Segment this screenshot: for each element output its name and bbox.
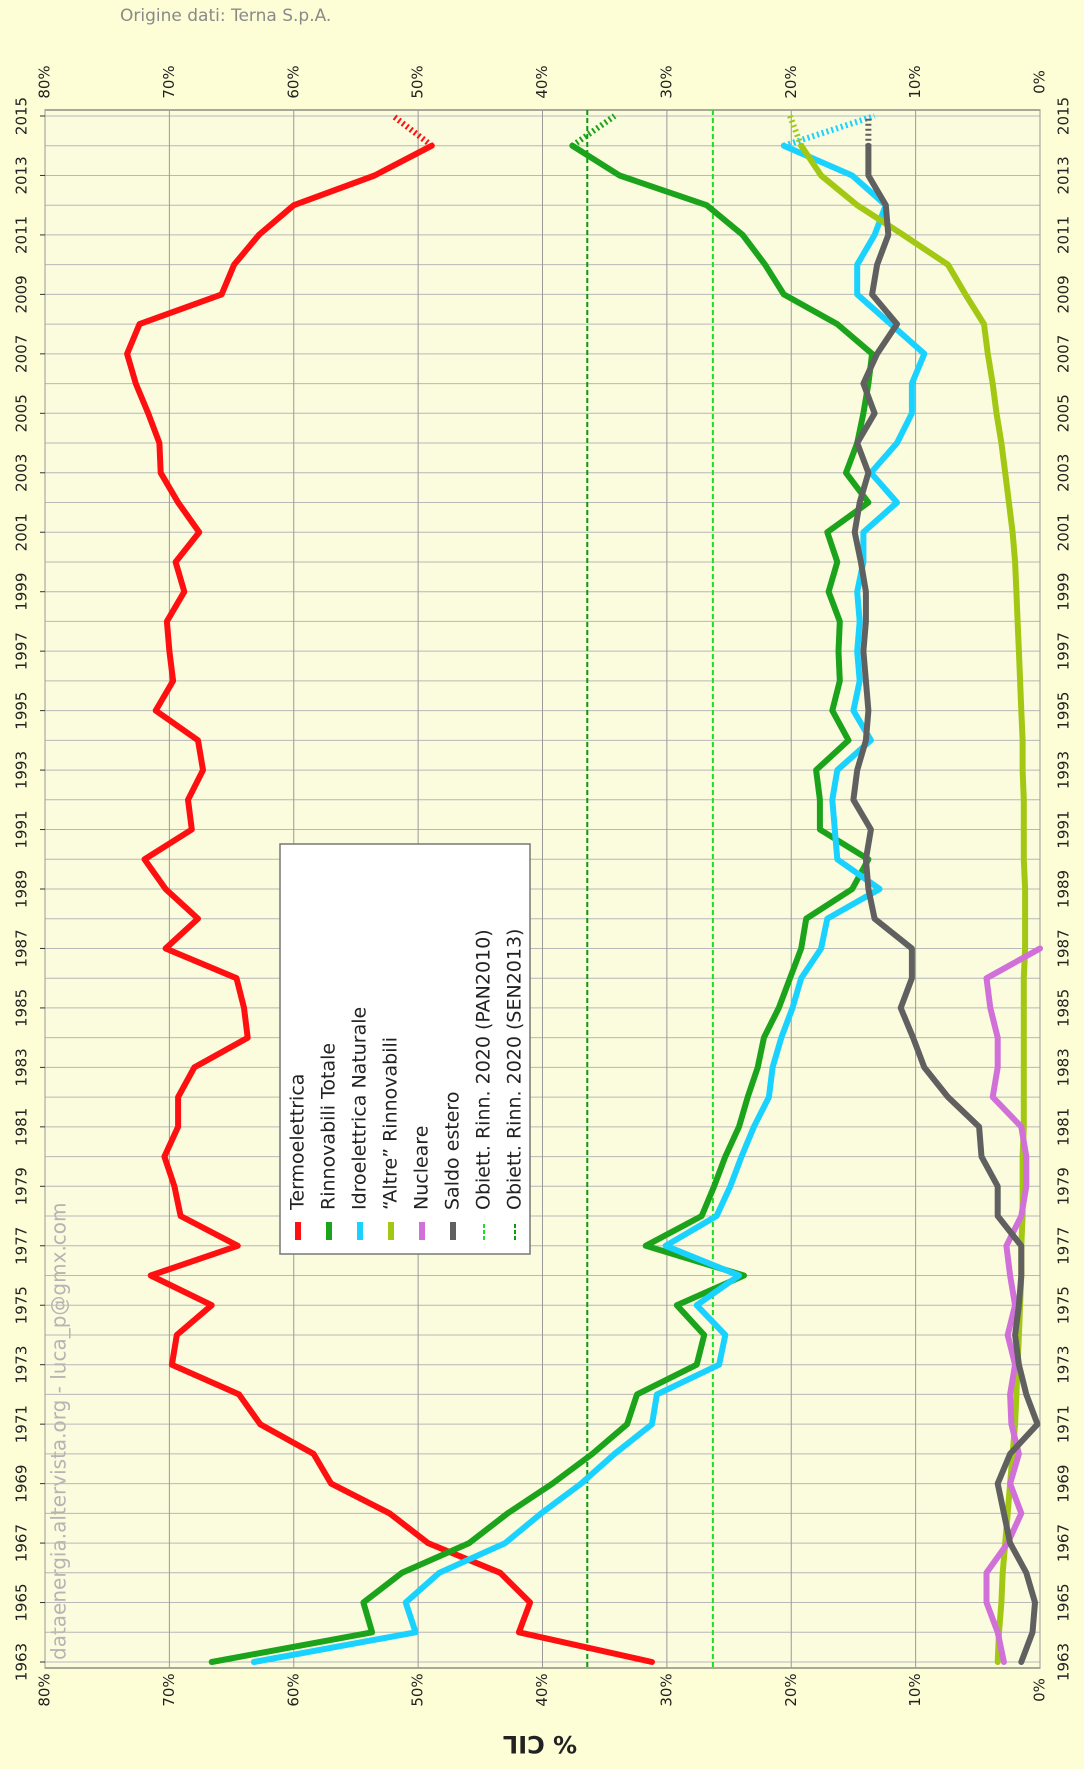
x-tick-label: 1973 (1055, 1346, 1073, 1384)
x-tick-label: 2001 (1055, 513, 1073, 551)
y-tick-label: 40% (533, 1673, 551, 1706)
y-tick-label: 60% (284, 65, 302, 98)
legend-text: Rinnovabili Totale (318, 1043, 340, 1210)
y-tick-label: 50% (409, 1673, 427, 1706)
x-tick-label: 1973 (13, 1346, 31, 1384)
y-tick-label: 60% (284, 1673, 302, 1706)
y-tick-label: 70% (160, 65, 178, 98)
y-axis-label: % CIL (503, 1730, 577, 1758)
series-line-estimate (570, 113, 617, 149)
y-tick-label: 20% (782, 65, 800, 98)
x-tick-label: 1979 (13, 1167, 31, 1205)
y-tick-label: 70% (160, 1673, 178, 1706)
y-tick-label: 20% (782, 1673, 800, 1706)
x-tick-label: 2015 (13, 97, 31, 135)
x-tick-label: 1971 (13, 1405, 31, 1443)
x-tick-label: 2003 (13, 454, 31, 492)
x-tick-label: 2005 (1055, 394, 1073, 432)
x-tick-label: 1997 (13, 632, 31, 670)
legend-text: Saldo estero (442, 1092, 464, 1210)
x-tick-label: 1975 (13, 1286, 31, 1324)
watermark: dataenergia.altervista.org - luca_p@gmx.… (47, 1202, 71, 1660)
x-tick-label: 2005 (13, 394, 31, 432)
x-tick-label: 1999 (13, 573, 31, 611)
x-tick-label: 1981 (13, 1108, 31, 1146)
x-tick-label: 1989 (1055, 870, 1073, 908)
x-tick-label: 1967 (1055, 1524, 1073, 1562)
x-tick-label: 2011 (1055, 216, 1073, 254)
y-tick-label: 80% (36, 1673, 54, 1706)
x-tick-label: 1979 (1055, 1167, 1073, 1205)
x-tick-label: 1965 (1055, 1583, 1073, 1621)
x-tick-label: 1997 (1055, 632, 1073, 670)
legend-text: Idroelettrica Naturale (349, 1007, 371, 1210)
x-tick-label: 2007 (1055, 335, 1073, 373)
x-tick-label: 2003 (1055, 454, 1073, 492)
x-tick-label: 1985 (13, 989, 31, 1027)
x-tick-label: 1999 (1055, 573, 1073, 611)
x-tick-label: 1993 (13, 751, 31, 789)
y-tick-label: 10% (906, 1673, 924, 1706)
x-tick-label: 2013 (1055, 156, 1073, 194)
series-line (850, 142, 1041, 1665)
y-tick-label: 80% (36, 65, 54, 98)
x-tick-label: 1995 (1055, 692, 1073, 730)
x-tick-label: 1967 (13, 1524, 31, 1562)
series-line-estimate (787, 114, 805, 147)
y-tick-label: 0% (1031, 1678, 1049, 1702)
x-tick-label: 1987 (13, 929, 31, 967)
x-tick-label: 2013 (13, 156, 31, 194)
y-tick-label: 30% (657, 1673, 675, 1706)
series-line (798, 142, 1029, 1665)
x-tick-label: 1983 (1055, 1048, 1073, 1086)
x-tick-label: 1985 (1055, 989, 1073, 1027)
series-line (124, 142, 655, 1665)
x-tick-label: 1977 (13, 1227, 31, 1265)
x-tick-label: 1969 (1055, 1465, 1073, 1503)
lines (124, 110, 1043, 1668)
x-tick-label: 1993 (1055, 751, 1073, 789)
x-tick-label: 1971 (1055, 1405, 1073, 1443)
source-note: Origine dati: Terna S.p.A. (120, 6, 331, 26)
legend-text: Nucleare (411, 1126, 433, 1210)
x-tick-label: 2009 (1055, 275, 1073, 313)
x-tick-label: 1963 (13, 1643, 31, 1681)
x-tick-label: 1981 (1055, 1108, 1073, 1146)
y-tick-label: 10% (906, 65, 924, 98)
y-tick-label: 40% (533, 65, 551, 98)
y-tick-label: 50% (409, 65, 427, 98)
x-tick-label: 1977 (1055, 1227, 1073, 1265)
x-tick-label: 1963 (1055, 1643, 1073, 1681)
x-tick-label: 2015 (1055, 97, 1073, 135)
x-tick-label: 1969 (13, 1465, 31, 1503)
legend-text: Termoelettrica (287, 1074, 309, 1211)
x-tick-label: 1991 (1055, 810, 1073, 848)
legend-text: Obiett. Rinn. 2020 (PAN2010) (473, 929, 495, 1210)
x-tick-label: 2007 (13, 335, 31, 373)
legend-box (279, 843, 531, 1255)
x-tick-label: 1975 (1055, 1286, 1073, 1324)
x-tick-label: 1987 (1055, 929, 1073, 967)
x-tick-label: 1995 (13, 692, 31, 730)
series-line-estimate (391, 113, 434, 149)
ticks: 0% 0% 10% 10% 20% 20% 30% 30% 40% 40% 50% 50% 60% 60%… (13, 65, 1073, 1706)
x-tick-label: 2001 (13, 513, 31, 551)
x-tick-label: 1989 (13, 870, 31, 908)
x-tick-label: 1965 (13, 1583, 31, 1621)
legend-text: Obiett. Rinn. 2020 (SEN2013) (504, 929, 526, 1210)
y-tick-label: 30% (657, 65, 675, 98)
series-line (250, 142, 928, 1665)
x-tick-label: 1991 (13, 810, 31, 848)
legend: Termoelettrica Rinnovabili Totale Idroelet… (279, 843, 531, 1255)
x-tick-label: 2011 (13, 216, 31, 254)
legend-text: “Altre” Rinnovabili (380, 1037, 402, 1210)
x-tick-label: 2009 (13, 275, 31, 313)
x-tick-label: 1983 (13, 1048, 31, 1086)
y-tick-label: 0% (1031, 70, 1049, 94)
